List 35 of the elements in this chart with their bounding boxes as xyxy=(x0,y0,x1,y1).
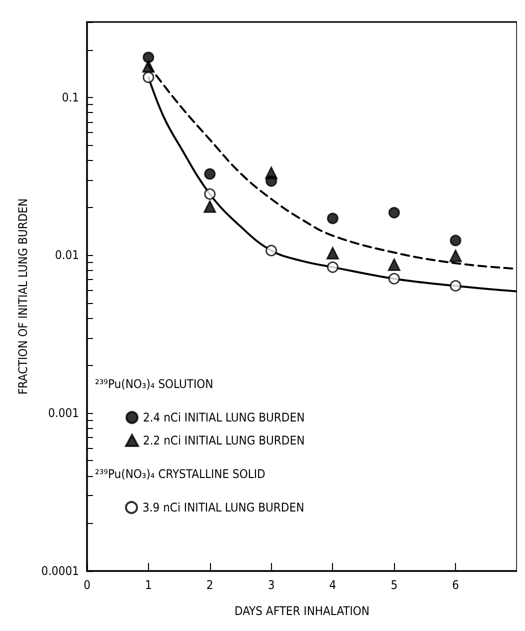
x-tick-label: 3 xyxy=(268,578,275,592)
annotation: ²³⁹Pu(NO₃)₄ SOLUTION xyxy=(95,377,214,391)
x-tick-label: 5 xyxy=(390,578,398,592)
x-tick-label: 0 xyxy=(84,578,91,592)
legend-label: 2.2 nCi INITIAL LUNG BURDEN xyxy=(143,434,305,448)
point xyxy=(450,280,462,292)
x-tick-label: 2 xyxy=(206,578,214,592)
point xyxy=(388,258,400,272)
x-axis-title: DAYS AFTER INHALATION xyxy=(234,604,370,618)
annotation: ²³⁹Pu(NO₃)₄ CRYSTALLINE SOLID xyxy=(95,467,266,481)
point xyxy=(326,246,339,260)
y-tick-label: 0.0001 xyxy=(41,564,79,578)
point xyxy=(326,212,338,224)
x-tick-label: 1 xyxy=(144,578,152,592)
point xyxy=(142,60,155,73)
y-tick-label: 0.001 xyxy=(48,406,79,420)
point xyxy=(204,188,216,200)
y-tick-label: 0.01 xyxy=(54,248,79,262)
point xyxy=(449,250,462,262)
point xyxy=(388,206,400,218)
point xyxy=(142,72,154,84)
x-tick-label: 6 xyxy=(452,578,460,592)
point xyxy=(142,52,154,64)
point xyxy=(204,200,216,213)
legend-label: 2.4 nCi INITIAL LUNG BURDEN xyxy=(143,410,305,424)
y-axis-title: FRACTION OF INITIAL LUNG BURDEN xyxy=(16,198,30,395)
x-tick-label: 4 xyxy=(329,578,336,592)
point xyxy=(388,272,400,284)
point xyxy=(204,168,216,180)
point xyxy=(265,166,278,180)
point xyxy=(326,261,338,273)
point xyxy=(266,244,278,256)
y-tick-label: 0.1 xyxy=(62,90,79,104)
point xyxy=(450,234,462,246)
legend-label: 3.9 nCi INITIAL LUNG BURDEN xyxy=(142,500,304,514)
